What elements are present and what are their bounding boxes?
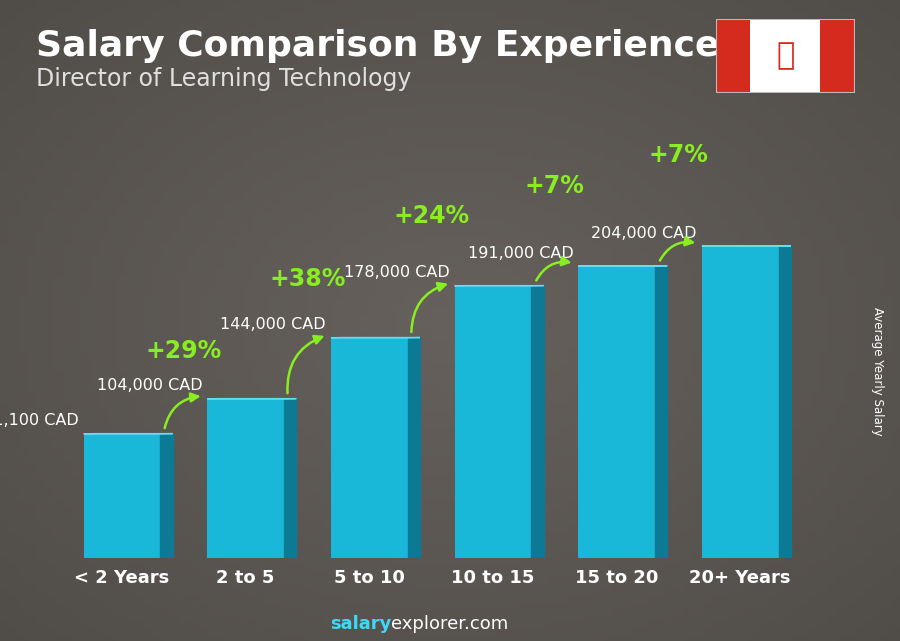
Bar — [454, 286, 531, 558]
Text: Salary Comparison By Experience: Salary Comparison By Experience — [36, 29, 719, 63]
Text: 178,000 CAD: 178,000 CAD — [344, 265, 450, 280]
Polygon shape — [655, 266, 667, 558]
Text: +7%: +7% — [525, 174, 585, 197]
Polygon shape — [778, 246, 791, 558]
Text: Average Yearly Salary: Average Yearly Salary — [871, 308, 884, 436]
Text: 144,000 CAD: 144,000 CAD — [220, 317, 326, 332]
Bar — [207, 399, 284, 558]
Bar — [716, 19, 751, 93]
Bar — [84, 434, 160, 558]
Text: 204,000 CAD: 204,000 CAD — [591, 226, 697, 240]
Polygon shape — [531, 286, 544, 558]
Text: +24%: +24% — [393, 204, 469, 228]
Text: salary: salary — [330, 615, 392, 633]
Polygon shape — [284, 399, 296, 558]
Bar — [578, 266, 655, 558]
Text: explorer.com: explorer.com — [392, 615, 508, 633]
Text: 191,000 CAD: 191,000 CAD — [467, 246, 573, 260]
Bar — [702, 246, 778, 558]
Text: +7%: +7% — [649, 143, 708, 167]
Text: Director of Learning Technology: Director of Learning Technology — [36, 67, 411, 91]
Text: 81,100 CAD: 81,100 CAD — [0, 413, 78, 428]
Text: +29%: +29% — [146, 339, 222, 363]
Bar — [820, 19, 855, 93]
Text: 104,000 CAD: 104,000 CAD — [96, 378, 202, 394]
Text: +38%: +38% — [269, 267, 346, 291]
Bar — [331, 338, 408, 558]
Polygon shape — [160, 434, 173, 558]
Text: 🍁: 🍁 — [776, 42, 795, 71]
Polygon shape — [408, 338, 420, 558]
